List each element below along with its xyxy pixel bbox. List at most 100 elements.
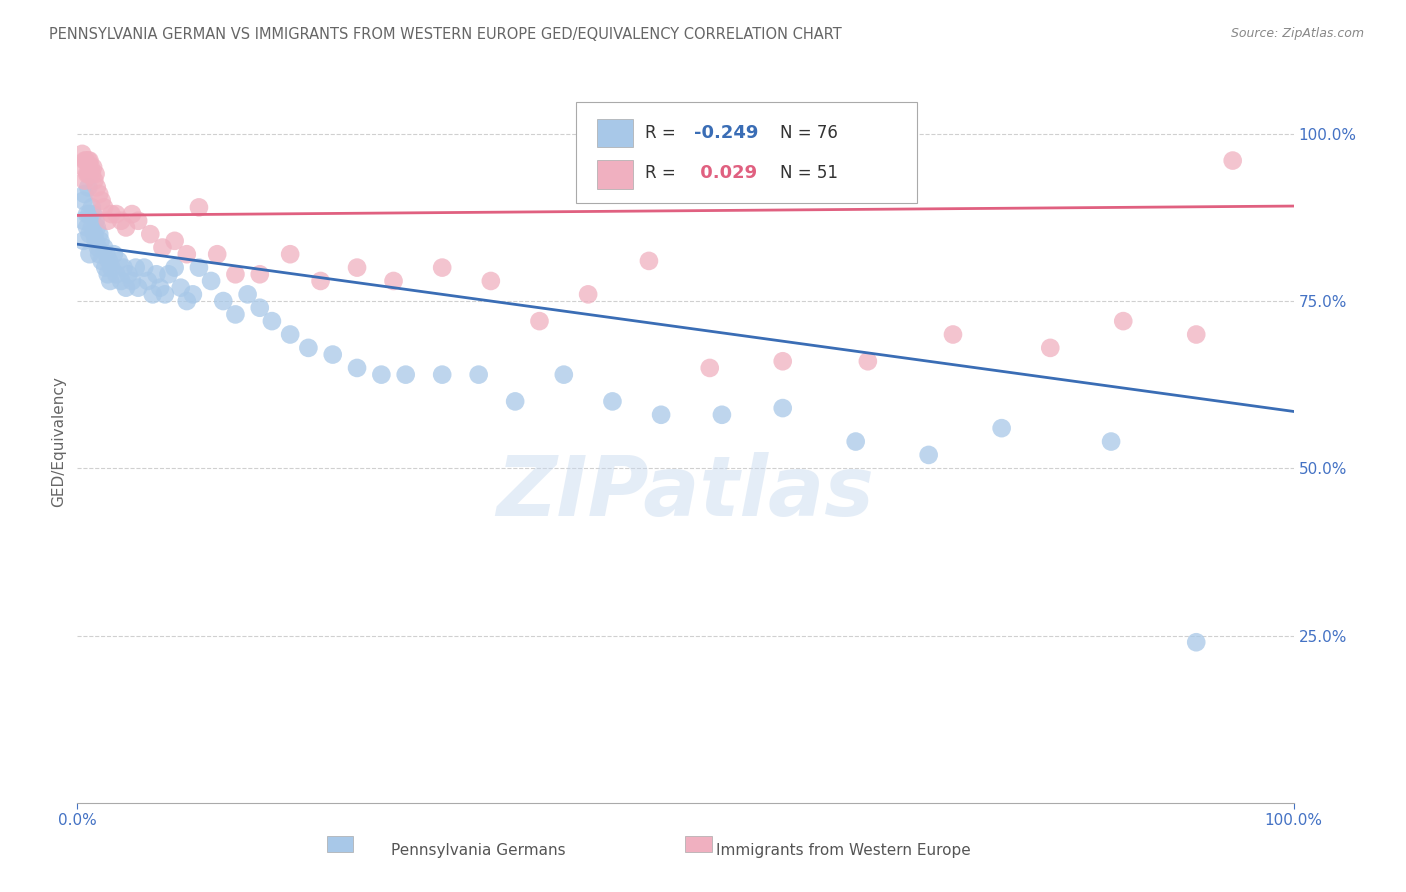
Point [73, 153, 96, 168]
Point [110, 274, 132, 288]
Point [553, 368, 575, 382]
Point [76, 167, 98, 181]
Point [1185, 635, 1208, 649]
Point [80, 201, 103, 215]
Point [83, 227, 105, 242]
Point [772, 354, 794, 368]
Text: N = 51: N = 51 [780, 164, 838, 183]
Point [942, 327, 965, 342]
Point [224, 307, 246, 322]
Point [650, 408, 672, 422]
Point [856, 354, 879, 368]
Point [346, 260, 368, 275]
Point [72, 161, 94, 175]
Point [529, 314, 551, 328]
Point [93, 201, 115, 215]
Point [76, 220, 98, 235]
Point [103, 247, 125, 261]
Point [212, 294, 235, 309]
Point [125, 260, 148, 275]
Point [1039, 341, 1062, 355]
Point [84, 234, 107, 248]
Point [188, 260, 211, 275]
Point [249, 301, 271, 315]
Point [70, 147, 93, 161]
Y-axis label: GED/Equivalency: GED/Equivalency [51, 376, 66, 507]
Bar [686, 836, 713, 852]
Point [97, 214, 120, 228]
Point [260, 314, 283, 328]
Point [278, 327, 301, 342]
Point [1185, 327, 1208, 342]
Point [105, 268, 128, 282]
Point [84, 167, 107, 181]
Point [200, 274, 222, 288]
Point [97, 254, 120, 268]
Point [153, 287, 176, 301]
Point [297, 341, 319, 355]
Text: -0.249: -0.249 [695, 124, 758, 142]
Point [90, 194, 112, 208]
Point [77, 167, 100, 181]
Point [117, 268, 139, 282]
Point [89, 187, 111, 202]
Point [638, 254, 661, 268]
Point [322, 348, 344, 362]
Point [79, 227, 101, 242]
Point [188, 201, 211, 215]
Point [96, 247, 118, 261]
Point [149, 281, 172, 295]
Point [121, 207, 143, 221]
Point [83, 173, 105, 188]
Point [90, 254, 112, 268]
Point [602, 394, 624, 409]
Point [77, 153, 100, 168]
Point [157, 268, 180, 282]
Point [576, 287, 599, 301]
Point [89, 227, 111, 242]
Point [163, 234, 186, 248]
FancyBboxPatch shape [576, 102, 917, 203]
Point [176, 247, 198, 261]
Text: 0.029: 0.029 [695, 164, 756, 183]
Point [97, 268, 120, 282]
Point [115, 220, 138, 235]
Point [73, 187, 96, 202]
Point [395, 368, 418, 382]
Point [224, 268, 246, 282]
Point [72, 234, 94, 248]
Point [76, 207, 98, 221]
Point [121, 274, 143, 288]
Point [79, 247, 101, 261]
Point [1112, 314, 1135, 328]
Point [100, 260, 122, 275]
Point [107, 254, 129, 268]
Point [89, 234, 111, 248]
Point [79, 207, 101, 221]
Point [479, 274, 502, 288]
Point [98, 274, 121, 288]
Point [139, 227, 162, 242]
Point [86, 180, 108, 194]
Point [918, 448, 941, 462]
Point [145, 268, 167, 282]
Point [278, 247, 301, 261]
Point [77, 180, 100, 194]
Point [87, 241, 110, 255]
Point [100, 207, 122, 221]
Point [93, 241, 115, 255]
Text: ZIPatlas: ZIPatlas [496, 451, 875, 533]
Point [370, 368, 392, 382]
Text: Immigrants from Western Europe: Immigrants from Western Europe [716, 843, 972, 857]
Point [75, 153, 97, 168]
Point [170, 281, 193, 295]
Point [105, 207, 128, 221]
Point [1099, 434, 1122, 449]
Point [79, 153, 101, 168]
Point [430, 368, 453, 382]
Point [80, 220, 103, 235]
Point [89, 247, 111, 261]
Text: R =: R = [645, 164, 682, 183]
FancyBboxPatch shape [596, 160, 633, 189]
Point [136, 274, 159, 288]
